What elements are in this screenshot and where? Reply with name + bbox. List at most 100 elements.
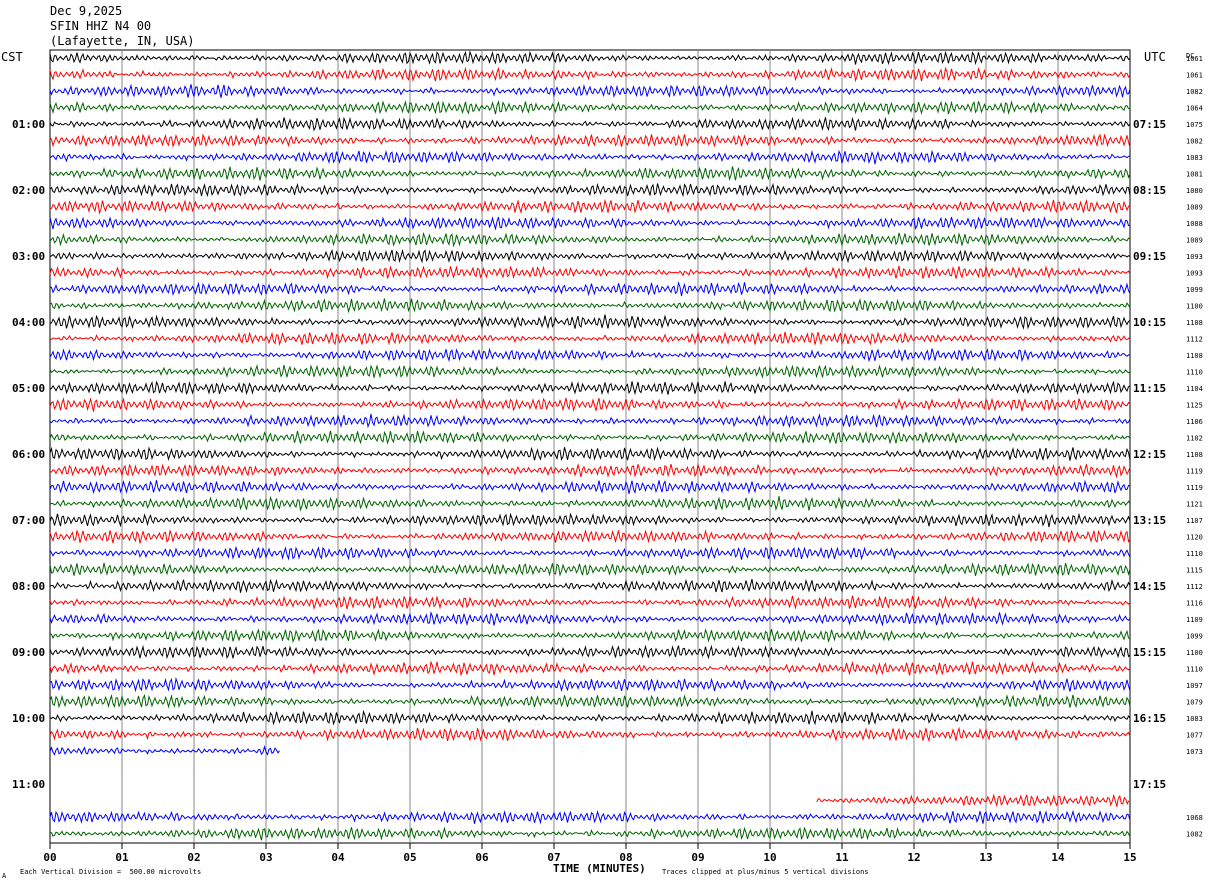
seismogram-trace — [49, 644, 1131, 660]
seismogram-trace — [49, 182, 1131, 198]
dc-offset-label: 1102 — [1186, 435, 1203, 443]
dc-offset-label: 1110 — [1186, 666, 1203, 674]
seismogram-trace — [49, 809, 1131, 825]
record-date: Dec 9,2025 — [50, 4, 123, 18]
seismogram-trace — [49, 265, 1131, 280]
dc-offset-label: 1099 — [1186, 286, 1203, 294]
dc-offset-label: 1106 — [1186, 418, 1203, 426]
dc-offset-label: 1110 — [1186, 550, 1203, 558]
seismogram-trace — [49, 100, 1131, 115]
dc-offset-label: 1120 — [1186, 534, 1203, 542]
right-hour-label: 08:15 — [1133, 184, 1166, 197]
x-tick-label: 07 — [547, 851, 560, 864]
seismogram-trace — [49, 660, 1131, 677]
dc-offset-label: 1108 — [1186, 451, 1203, 459]
seismogram-trace — [49, 397, 1131, 413]
dc-offset-label: 1080 — [1186, 187, 1203, 195]
right-timezone-label: UTC — [1144, 50, 1166, 64]
left-hour-label: 04:00 — [12, 316, 45, 329]
dc-offset-label: 1104 — [1186, 385, 1203, 393]
left-timezone-label: CST — [1, 50, 23, 64]
seismogram-trace — [49, 216, 1131, 231]
seismogram-trace — [49, 166, 1131, 182]
x-tick-label: 05 — [403, 851, 416, 864]
x-tick-label: 04 — [331, 851, 345, 864]
left-hour-label: 05:00 — [12, 382, 45, 395]
dc-offset-label: 1116 — [1186, 600, 1203, 608]
dc-offset-label: 1077 — [1186, 732, 1203, 740]
dc-offset-label: 1110 — [1186, 369, 1203, 377]
seismogram-trace — [50, 280, 1131, 297]
seismogram-trace — [49, 363, 1131, 379]
seismogram-trace — [49, 578, 1131, 594]
seismogram-trace — [49, 133, 1131, 149]
seismogram-trace — [49, 709, 1131, 726]
dc-offset-label: 1125 — [1186, 402, 1203, 410]
seismogram-trace — [49, 676, 1131, 693]
dc-offset-label: 1093 — [1186, 270, 1203, 278]
seismogram-trace — [49, 545, 1131, 561]
dc-offset-label: 1112 — [1186, 336, 1203, 344]
x-tick-label: 00 — [43, 851, 56, 864]
x-tick-label: 10 — [763, 851, 776, 864]
seismogram-trace — [49, 198, 1131, 215]
seismogram-trace — [816, 793, 1130, 808]
left-hour-label: 02:00 — [12, 184, 45, 197]
x-tick-label: 11 — [835, 851, 849, 864]
dc-offset-label: 1082 — [1186, 138, 1203, 146]
seismogram-trace — [49, 529, 1131, 544]
dc-offset-label: 1073 — [1186, 748, 1203, 756]
right-hour-label: 11:15 — [1133, 382, 1166, 395]
dc-offset-label: 1108 — [1186, 319, 1203, 327]
seismogram-trace — [49, 462, 1131, 479]
right-hour-label: 09:15 — [1133, 250, 1166, 263]
dc-offset-label: 1119 — [1186, 468, 1203, 476]
dc-column-header: DC — [1186, 52, 1195, 60]
dc-offset-label: 1089 — [1186, 204, 1203, 212]
seismogram-trace — [49, 744, 280, 756]
x-tick-label: 13 — [979, 851, 992, 864]
x-tick-label: 09 — [691, 851, 704, 864]
seismogram-trace — [49, 610, 1131, 627]
seismogram-trace — [49, 83, 1131, 99]
dc-offset-label: 1068 — [1186, 814, 1203, 822]
seismogram-trace — [49, 726, 1131, 743]
right-hour-label: 14:15 — [1133, 580, 1166, 593]
seismogram-trace — [49, 248, 1131, 264]
seismogram-trace — [49, 380, 1131, 396]
seismogram-trace — [49, 413, 1131, 429]
left-hour-label: 08:00 — [12, 580, 45, 593]
x-tick-label: 12 — [907, 851, 920, 864]
x-tick-label: 03 — [259, 851, 272, 864]
dc-offset-label: 1097 — [1186, 682, 1203, 690]
dc-offset-label: 1109 — [1186, 616, 1203, 624]
dc-offset-label: 1115 — [1186, 567, 1203, 575]
plot-frame — [49, 49, 1131, 844]
dc-offset-label: 1088 — [1186, 220, 1203, 228]
station-code: SFIN HHZ N4 00 — [50, 19, 152, 33]
dc-offset-label: 1100 — [1186, 303, 1203, 311]
seismogram-trace — [49, 693, 1131, 709]
seismogram-trace — [49, 479, 1131, 495]
right-hour-label: 07:15 — [1133, 118, 1166, 131]
seismogram-trace — [49, 628, 1131, 644]
dc-offset-label: 1089 — [1186, 237, 1203, 245]
dc-offset-label: 1081 — [1186, 171, 1203, 179]
left-hour-label: 09:00 — [12, 646, 45, 659]
left-hour-label: 06:00 — [12, 448, 45, 461]
scale-note: Each Vertical Division = 500.00 microvol… — [20, 868, 202, 876]
dc-offset-label: 1100 — [1186, 649, 1203, 657]
dc-offset-label: 1082 — [1186, 831, 1203, 839]
seismogram-trace — [49, 66, 1131, 83]
seismogram-trace — [49, 430, 1131, 445]
seismogram-trace — [49, 446, 1131, 462]
dc-offset-label: 1112 — [1186, 583, 1203, 591]
clip-note: Traces clipped at plus/minus 5 vertical … — [662, 868, 869, 876]
x-tick-label: 15 — [1123, 851, 1136, 864]
left-hour-label: 01:00 — [12, 118, 45, 131]
dc-offset-label: 1061 — [1186, 55, 1203, 63]
seismogram-trace — [49, 50, 1131, 66]
dc-offset-label: 1099 — [1186, 633, 1203, 641]
dc-offset-label: 1083 — [1186, 715, 1203, 723]
